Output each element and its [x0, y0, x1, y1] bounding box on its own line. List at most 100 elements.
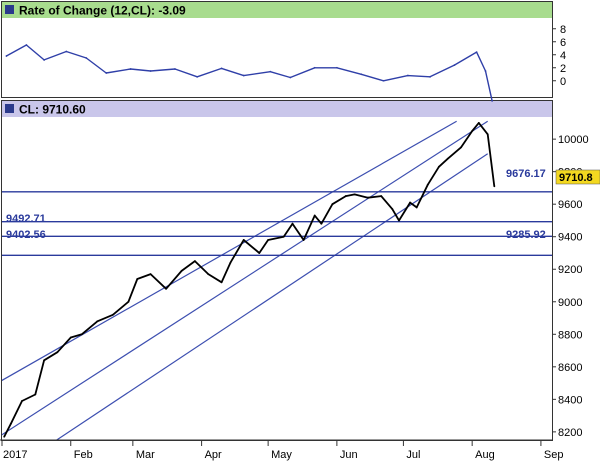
- price-point: [242, 239, 245, 241]
- price-y-tick-label: 9400: [558, 232, 582, 244]
- x-tick-label: Aug: [475, 449, 495, 461]
- x-tick-label: Apr: [205, 449, 222, 461]
- x-tick-label: May: [271, 449, 292, 461]
- roc-point: [484, 70, 487, 72]
- x-axis: 2017 Feb Mar Apr May Jun Jul Aug Sep: [0, 439, 563, 461]
- roc-point: [453, 64, 456, 67]
- level-label-9402: 9402.56: [6, 229, 46, 241]
- price-point: [380, 195, 383, 197]
- roc-point: [220, 67, 223, 70]
- price-y-tick-label: 8800: [558, 329, 582, 341]
- price-point: [9, 422, 12, 425]
- price-point: [3, 435, 6, 438]
- price-point: [367, 196, 369, 199]
- roc-y-tick-label: 4: [560, 50, 566, 62]
- price-point: [493, 185, 496, 188]
- roc-y-tick-label: 2: [560, 63, 566, 75]
- level-label-9676: 9676.17: [506, 168, 546, 180]
- x-tick-label: 2017: [3, 449, 27, 461]
- roc-point: [25, 44, 28, 46]
- price-point: [313, 214, 316, 217]
- price-point: [460, 146, 462, 149]
- price-point: [207, 273, 210, 276]
- roc-point: [129, 68, 132, 70]
- roc-point: [313, 66, 316, 69]
- price-point: [43, 359, 46, 362]
- roc-header-bar: [2, 2, 552, 18]
- roc-point: [149, 70, 152, 72]
- roc-point: [491, 99, 494, 102]
- roc-header-label: Rate of Change (12,CL): -3.09: [19, 4, 186, 18]
- price-point: [409, 201, 411, 204]
- price-point: [229, 261, 232, 264]
- roc-point: [406, 74, 409, 77]
- roc-point: [65, 50, 68, 53]
- price-point: [282, 235, 285, 238]
- price-line: [3, 122, 496, 438]
- x-tick-label: Mar: [136, 449, 155, 461]
- price-point: [477, 121, 480, 124]
- roc-point: [382, 79, 385, 82]
- roc-point: [43, 59, 46, 61]
- price-point: [56, 351, 59, 354]
- roc-point: [5, 55, 8, 57]
- x-tick-label: Jun: [340, 449, 358, 461]
- roc-point: [174, 68, 176, 70]
- price-header-label: CL: 9710.60: [19, 103, 86, 117]
- price-point: [471, 130, 474, 132]
- price-point: [486, 133, 489, 136]
- price-panel: [1, 100, 553, 441]
- roc-point: [429, 75, 431, 78]
- price-header-bar: [2, 101, 552, 117]
- price-point: [344, 195, 347, 197]
- price-point: [426, 183, 429, 186]
- roc-point: [360, 73, 363, 76]
- price-y-tick-label: 9600: [558, 199, 582, 211]
- x-tick-label: Jul: [406, 449, 420, 461]
- price-point: [69, 336, 72, 339]
- roc-point: [475, 51, 478, 54]
- roc-panel-marker-icon: [5, 5, 14, 14]
- price-point: [220, 281, 223, 284]
- price-y-tick-label: 10000: [558, 134, 589, 146]
- price-point: [21, 400, 23, 402]
- price-point: [437, 165, 440, 168]
- roc-point: [85, 57, 88, 59]
- roc-line: [6, 44, 493, 101]
- trend-channel-line-2: [2, 120, 489, 436]
- price-point: [34, 393, 37, 396]
- price-series: [3, 121, 496, 438]
- price-point: [180, 269, 183, 272]
- price-y-tick-label: 8200: [558, 427, 582, 439]
- price-point: [149, 273, 152, 276]
- price-point: [267, 239, 270, 241]
- price-point: [415, 206, 418, 209]
- roc-y-tick-label: 8: [560, 24, 566, 36]
- roc-series: [5, 44, 494, 102]
- roc-point: [335, 66, 338, 69]
- roc-point: [289, 76, 292, 79]
- price-y-tick-label: 8600: [558, 362, 582, 374]
- price-point: [258, 252, 261, 254]
- price-point: [80, 333, 83, 336]
- roc-point: [196, 75, 199, 78]
- price-point: [302, 239, 305, 241]
- price-point: [136, 278, 139, 280]
- price-y-tick-label: 8400: [558, 394, 582, 406]
- price-point: [391, 208, 394, 210]
- price-point: [446, 157, 449, 160]
- level-label-9492: 9492.71: [6, 213, 46, 225]
- roc-point: [242, 74, 245, 77]
- price-point: [194, 260, 196, 263]
- price-point: [111, 313, 114, 316]
- price-y-tick-label: 9200: [558, 264, 582, 276]
- price-panel-marker-icon: [5, 104, 14, 113]
- price-point: [320, 222, 323, 225]
- price-point: [165, 287, 168, 290]
- level-label-9285: 9285.92: [506, 229, 546, 241]
- horizontal-levels: [2, 191, 552, 256]
- price-point: [353, 193, 356, 196]
- price-point: [96, 320, 99, 323]
